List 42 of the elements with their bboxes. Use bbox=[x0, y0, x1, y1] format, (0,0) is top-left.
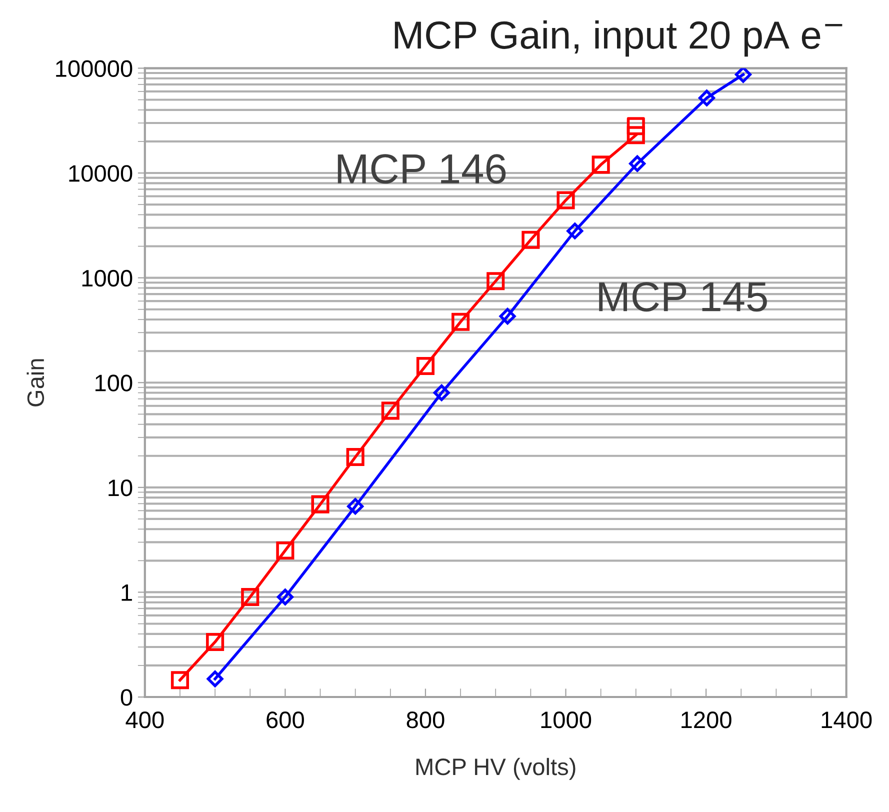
point bbox=[499, 308, 516, 324]
point bbox=[416, 356, 435, 376]
chart-title: MCP Gain, input 20 pA e$^{−}$ bbox=[394, 20, 842, 57]
point bbox=[433, 384, 450, 402]
point bbox=[276, 588, 294, 606]
point bbox=[486, 272, 505, 290]
series-label: MCP 145 bbox=[599, 282, 767, 312]
point bbox=[276, 541, 294, 560]
y-tick-label: 100000 bbox=[56, 60, 132, 77]
point bbox=[381, 402, 400, 420]
point bbox=[698, 90, 716, 106]
point bbox=[206, 670, 224, 688]
point bbox=[626, 126, 645, 144]
point bbox=[566, 222, 584, 240]
x-tick-label: 1000 bbox=[541, 712, 592, 728]
y-tick-label: 1 bbox=[122, 584, 132, 601]
point bbox=[556, 191, 575, 210]
point bbox=[592, 156, 610, 174]
point bbox=[347, 498, 364, 515]
y-axis-title: Gain bbox=[26, 359, 44, 406]
x-tick-label: 400 bbox=[126, 712, 164, 728]
series-label: MCP 146 bbox=[338, 154, 506, 184]
y-tick-label: 10 bbox=[108, 479, 132, 496]
point bbox=[522, 230, 540, 249]
point bbox=[734, 68, 752, 83]
x-tick-label: 1400 bbox=[822, 712, 872, 728]
y-tick-label: 10000 bbox=[69, 165, 132, 182]
point bbox=[629, 155, 646, 172]
x-tick-label: 1200 bbox=[682, 712, 732, 728]
x-tick-label: 800 bbox=[406, 712, 444, 728]
y-tick-label: 0 bbox=[120, 689, 132, 706]
point bbox=[206, 632, 224, 652]
point bbox=[452, 312, 470, 331]
point bbox=[626, 117, 645, 136]
point bbox=[241, 588, 260, 606]
point bbox=[346, 448, 364, 466]
point bbox=[170, 671, 190, 690]
y-tick-label: 100 bbox=[96, 374, 132, 392]
y-tick-label: 1000 bbox=[82, 270, 132, 287]
point bbox=[311, 495, 330, 514]
x-axis-title: MCP HV (volts) bbox=[416, 758, 576, 780]
x-tick-label: 600 bbox=[266, 712, 304, 728]
